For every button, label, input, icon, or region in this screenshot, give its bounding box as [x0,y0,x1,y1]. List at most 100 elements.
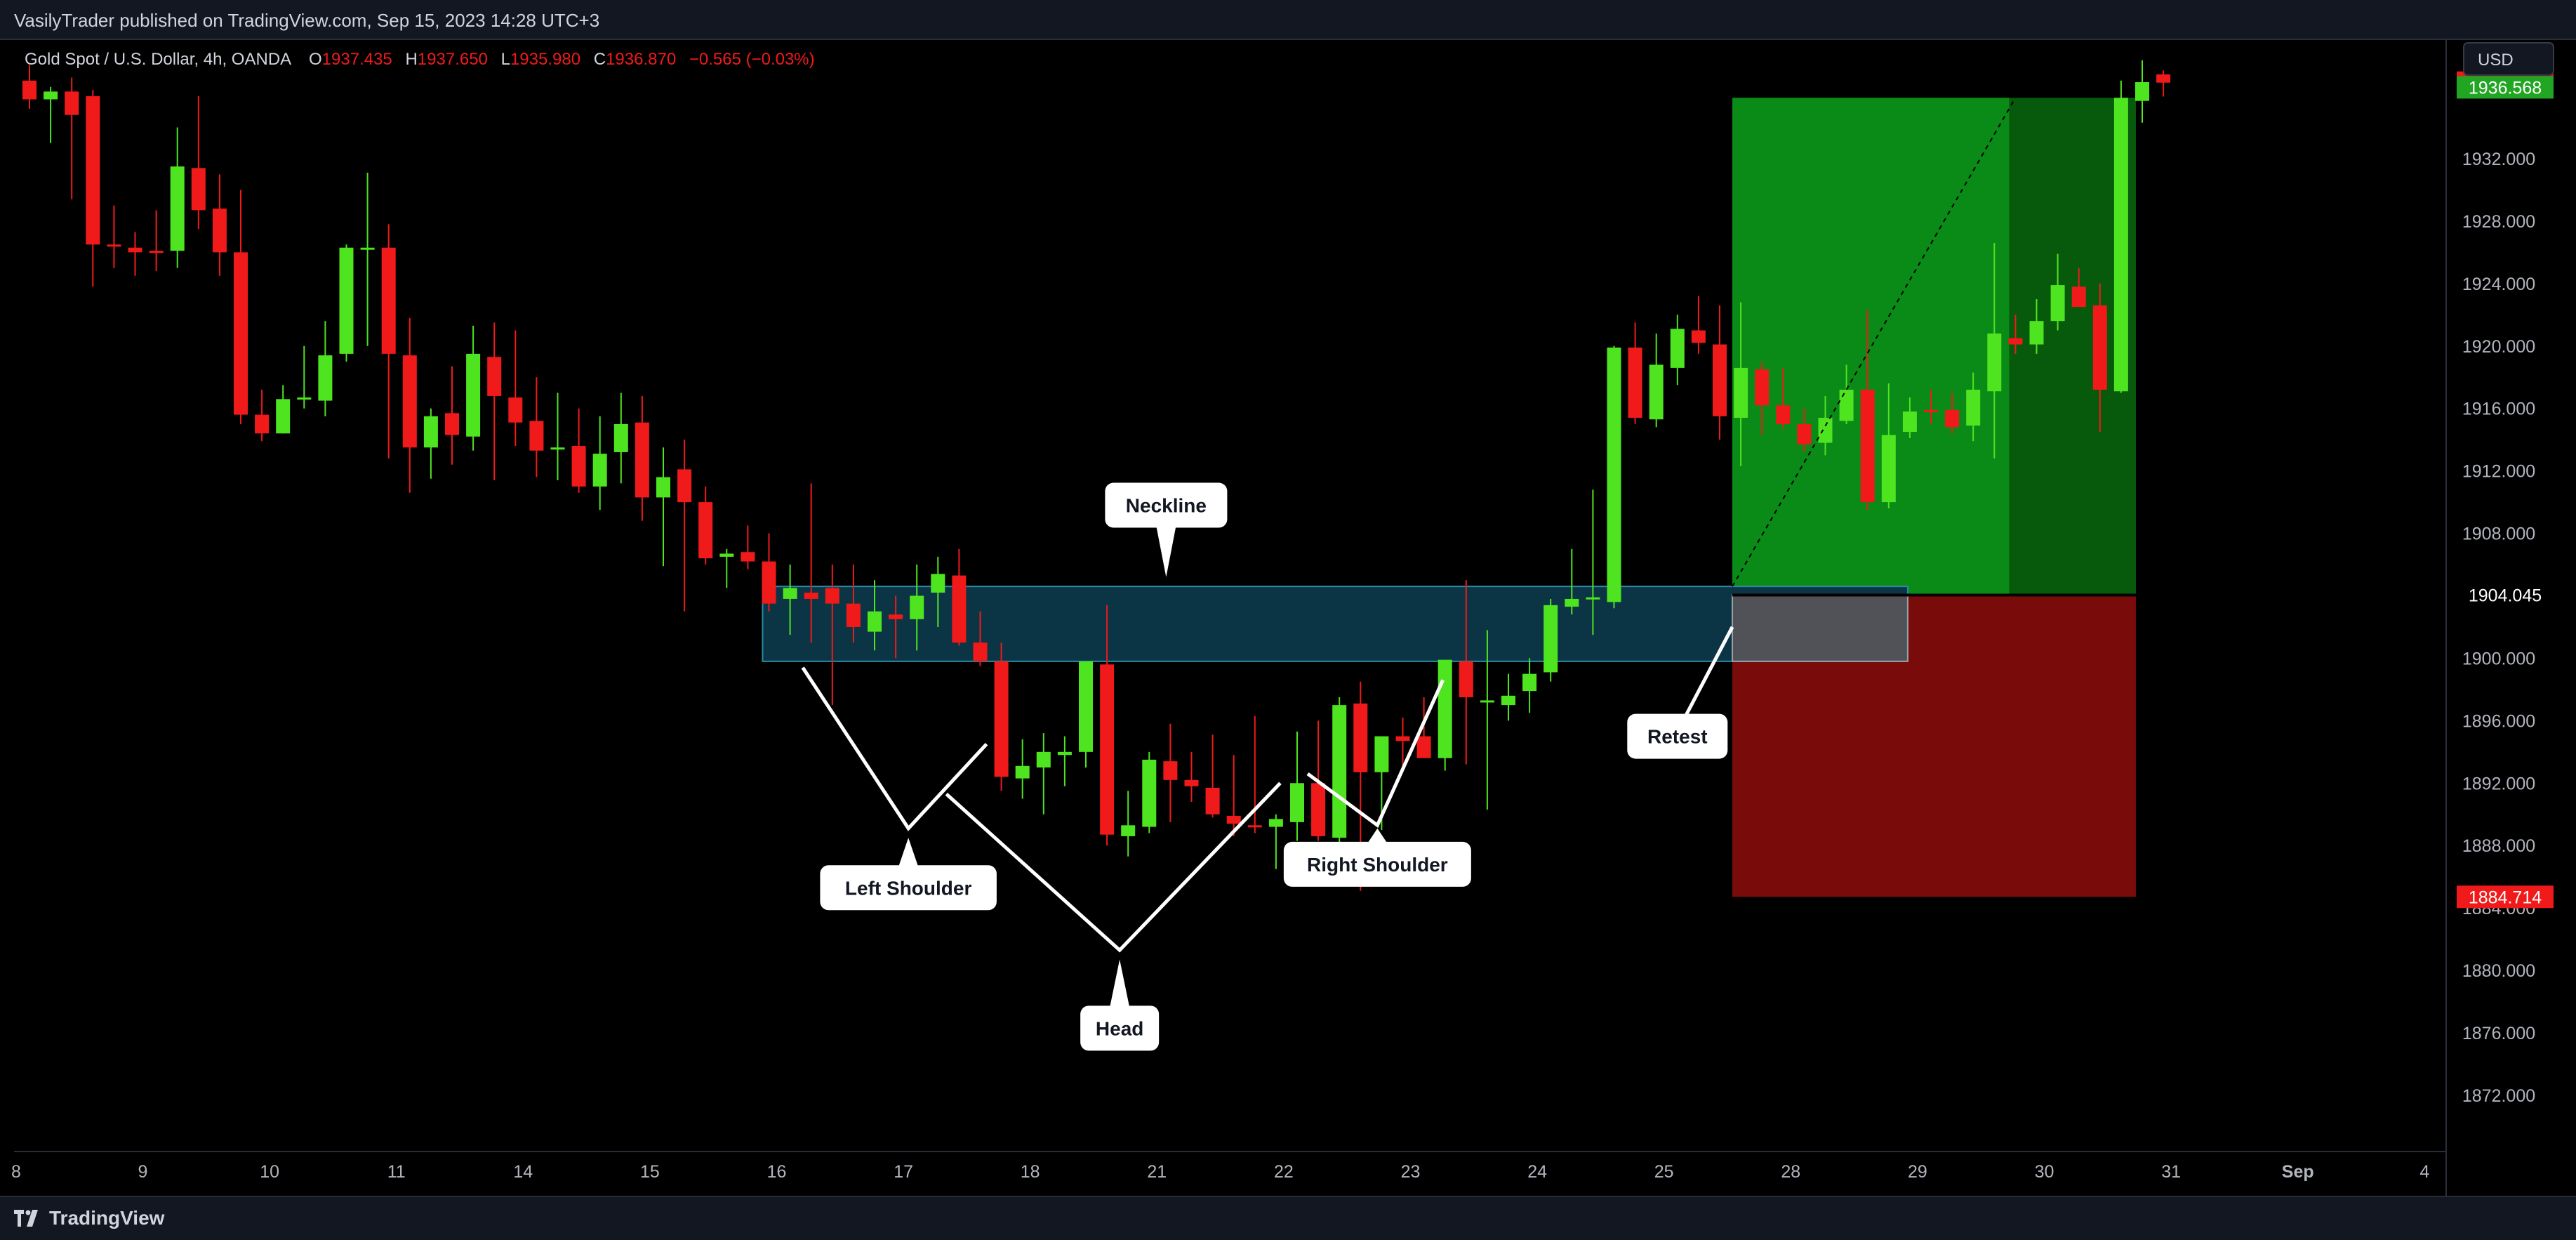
footer-bar: TradingView [0,1196,2576,1240]
candle [1501,673,1515,721]
candle [360,172,375,346]
price-tick-label: 1880.000 [2462,961,2535,981]
price-marker-text: 1884.714 [2469,888,2542,907]
candle [571,408,586,493]
candle-body [2071,286,2086,308]
candle-body [910,595,924,619]
candle [381,224,396,459]
candle [1607,345,1621,609]
candle-body [719,553,734,557]
candle-body [1247,825,1262,828]
annotation-pointer [1156,526,1176,577]
annotation-box [1080,1005,1160,1051]
price-tick-label: 1900.000 [2462,649,2535,668]
candle-body [1100,664,1115,835]
candle [1184,751,1199,802]
candle-body [1205,787,1220,814]
candle-body [65,91,79,115]
candle [22,65,36,109]
candle-body [994,661,1009,777]
candle [65,77,79,199]
candle-body [1776,405,1791,424]
candle [1142,751,1157,833]
annotation-text: Right Shoulder [1307,854,1448,876]
price-tick-label: 1928.000 [2462,212,2535,232]
candle [1121,791,1136,857]
candle [86,90,100,287]
candle-body [1163,761,1178,780]
candle [613,393,628,484]
target-zone-filled [1732,98,2010,595]
candle-body [1395,736,1410,741]
candle-body [1332,705,1347,838]
candle-body [1860,390,1875,503]
candle-body [1924,409,1938,412]
candle [255,390,270,442]
candle-body [149,251,164,253]
candle [445,366,459,465]
candle-body [423,416,438,448]
candle-body [1607,347,1621,602]
candle [529,377,544,477]
annotation-text: Head [1096,1017,1143,1039]
symbol-title: Gold Spot / U.S. Dollar, 4h, OANDA [25,50,291,69]
candle-body [1057,751,1072,756]
symbol-legend: Gold Spot / U.S. Dollar, 4h, OANDA O1937… [25,50,815,69]
candle-body [86,96,100,245]
time-tick-label: 10 [260,1162,279,1182]
candle-body [1839,390,1854,421]
candle-body [741,552,755,562]
candle [994,642,1009,791]
trend-line-dashed [1732,97,2017,587]
candle [1797,408,1812,452]
candle-body [973,642,988,661]
candle-body [1480,700,1494,703]
candle [487,322,502,480]
candle [677,440,692,612]
annotation-label: Right Shoulder [1283,828,1471,887]
candle [1290,731,1304,841]
candle [339,244,354,362]
candle-body [783,588,797,599]
candle [1776,367,1791,429]
candle-body [1649,364,1664,420]
candles-layer [22,60,2171,891]
candle-body [2050,285,2065,322]
annotation-box [1627,713,1728,759]
candle-body [550,447,565,450]
currency-button[interactable]: USD [2463,42,2554,76]
candle-body [1881,435,1896,503]
candle [1734,302,1748,466]
candle [297,345,312,409]
candle [1586,489,1600,635]
price-marker: 1904.045 [2456,583,2554,607]
candle [1226,755,1241,836]
candle [402,317,417,493]
candle [1205,734,1220,818]
candle-body [635,422,649,498]
candle-body [487,357,502,396]
candle-body [529,421,544,451]
candle [1649,333,1664,428]
candle [1945,393,1960,434]
candle [2135,60,2149,123]
annotation-pointer [898,838,919,867]
time-tick-label: 8 [11,1162,21,1182]
candle [1755,362,1770,435]
pattern-line [1306,679,1445,829]
candle [1100,605,1115,846]
candle-body [22,80,36,100]
candle-body [1184,779,1199,786]
candle-body [191,168,206,211]
time-tick-label: 22 [1274,1162,1294,1182]
candle-body [1290,783,1304,822]
candle-body [1501,695,1515,706]
candle-body [1565,598,1579,607]
candle-body [889,614,903,619]
candle [423,408,438,479]
time-tick-label: 29 [1908,1162,1927,1182]
candle [1332,697,1347,854]
candle [170,127,185,268]
candle-body [613,423,628,452]
chart-area[interactable]: Neckline Left Shoulder Head Right Shoulder R… [0,40,2576,1196]
